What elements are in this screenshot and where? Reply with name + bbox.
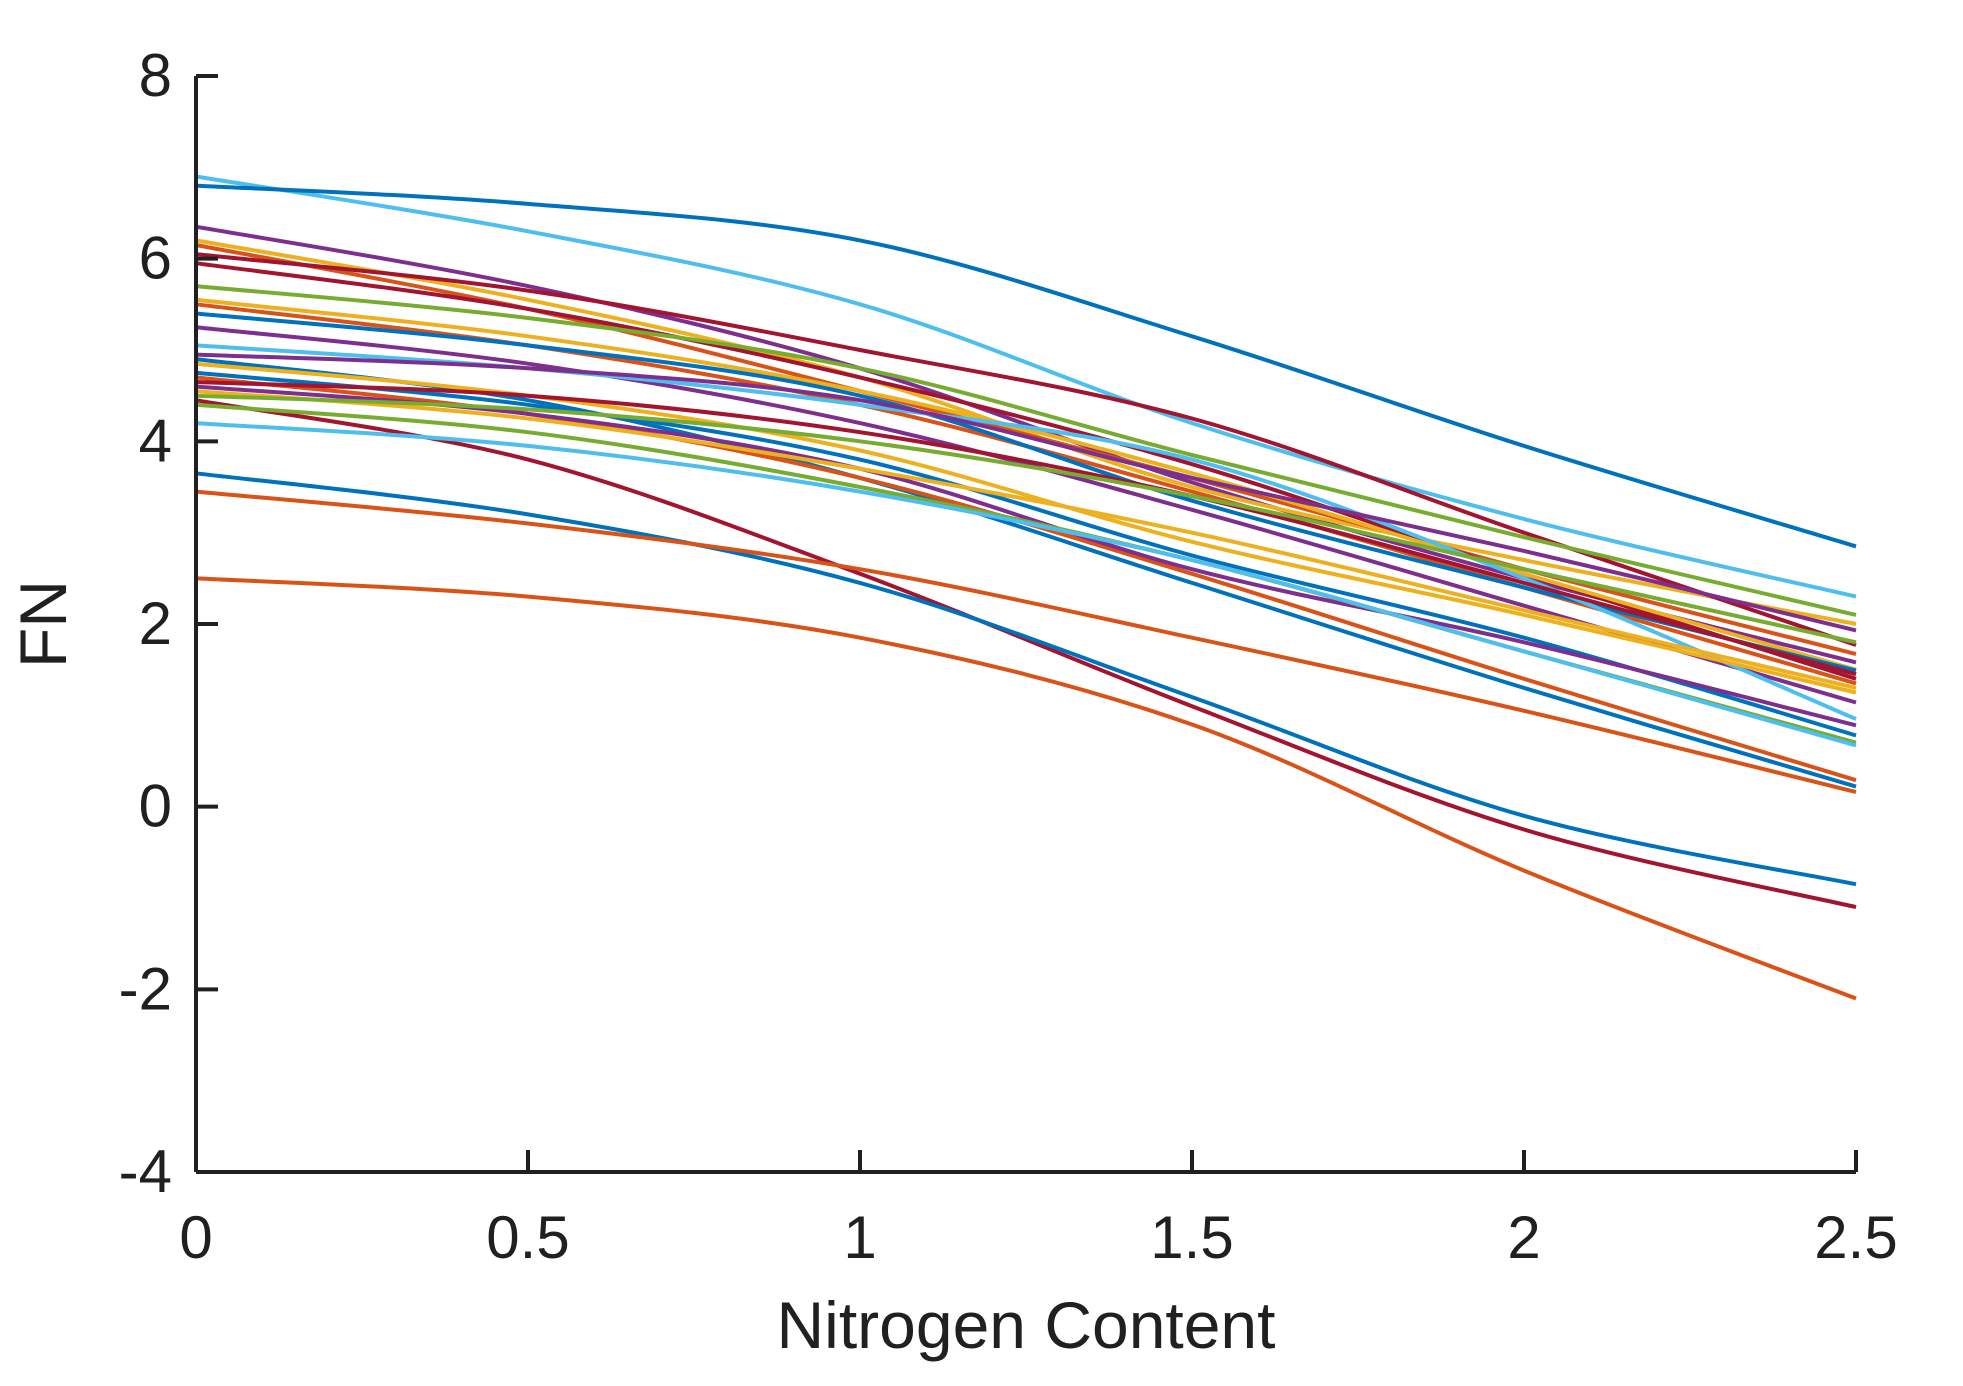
x-tick-label: 1 (843, 1204, 876, 1271)
x-tick-label: 0.5 (486, 1204, 569, 1271)
y-axis-ticks (196, 74, 218, 1174)
y-tick-labels: -4 -2 0 2 4 6 8 (119, 42, 172, 1205)
series-line-curve-16 (195, 361, 1857, 695)
series-line-curve-22 (195, 393, 1857, 645)
series-line-curve-26 (195, 471, 1857, 887)
x-tick-label: 2 (1507, 1204, 1540, 1271)
y-tick-label: -4 (119, 1138, 172, 1205)
y-tick-label: 6 (139, 225, 172, 292)
series-line-curve-19 (195, 380, 1857, 677)
x-tick-labels: 0 0.5 1 1.5 2 2.5 (179, 1204, 1897, 1271)
series-line-curve-28 (195, 576, 1857, 1001)
x-tick-label: 0 (179, 1204, 212, 1271)
y-tick-label: 8 (139, 42, 172, 109)
series-line-curve-25 (195, 421, 1857, 748)
series-line-curve-21 (195, 389, 1857, 690)
series-line-curve-08 (195, 284, 1857, 617)
x-axis-title: Nitrogen Content (777, 1288, 1276, 1362)
series-line-curve-23 (195, 398, 1857, 910)
series-line-curve-01 (195, 174, 1857, 599)
series-line-curve-24 (195, 402, 1857, 745)
x-axis-ticks (194, 1150, 1858, 1172)
y-tick-label: 4 (139, 407, 172, 474)
series-line-curve-17 (195, 370, 1857, 738)
x-tick-label: 1.5 (1150, 1204, 1233, 1271)
series-line-curve-09 (195, 297, 1857, 672)
y-tick-label: 0 (139, 773, 172, 840)
series-line-curve-02 (195, 183, 1857, 549)
axes (194, 76, 1856, 1174)
series-lines (195, 174, 1857, 1001)
series-line-curve-27 (195, 489, 1857, 795)
series-line-curve-14 (195, 352, 1857, 633)
series-line-curve-05 (195, 243, 1857, 657)
series-line-curve-20 (195, 384, 1857, 728)
y-tick-label: -2 (119, 955, 172, 1022)
x-tick-label: 2.5 (1814, 1204, 1897, 1271)
y-axis-title: FN (6, 580, 80, 668)
y-tick-label: 2 (139, 590, 172, 657)
series-line-curve-11 (195, 311, 1857, 673)
